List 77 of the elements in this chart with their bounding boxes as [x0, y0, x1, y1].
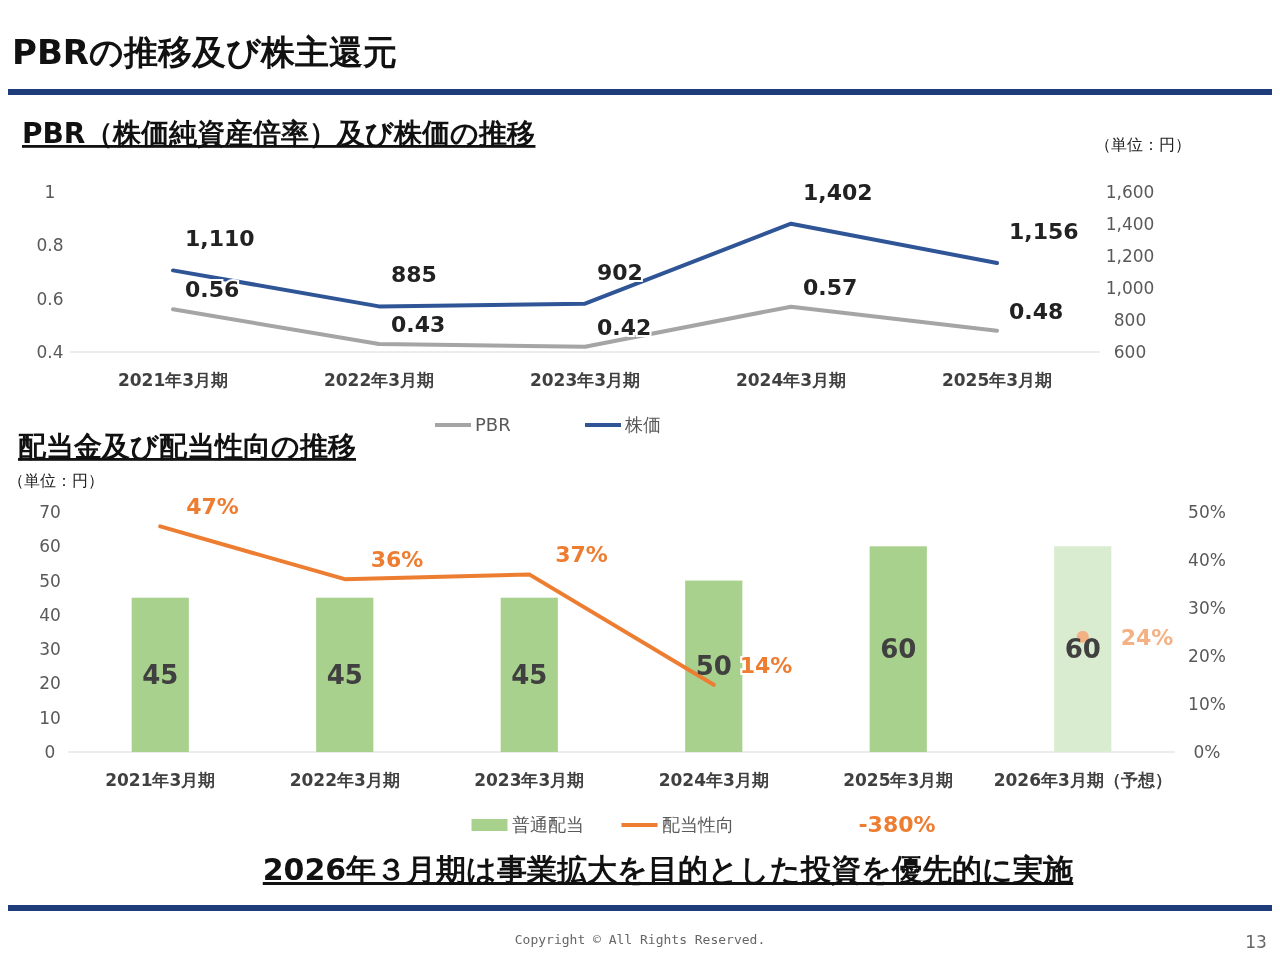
chart-title: 配当金及び配当性向の推移 [18, 430, 356, 463]
legend-label: 普通配当 [511, 814, 584, 835]
y2-tick-label: 1,600 [1105, 182, 1155, 202]
data-label: 60 [1064, 634, 1101, 665]
text: 13 [1245, 932, 1267, 952]
y-tick-label: 0 [44, 742, 56, 762]
y-tick-label: 70 [39, 502, 61, 522]
bar [316, 597, 374, 752]
data-label: 60 [880, 634, 917, 665]
data-label: 0.57 [803, 274, 858, 300]
data-label: 14% [739, 652, 793, 678]
data-label: 1,110 [185, 226, 255, 252]
text: PBRの推移及び株主還元 [12, 32, 398, 72]
y2-tick-label: 30% [1188, 598, 1226, 618]
x-tick-label: 2025年3月期 [843, 770, 954, 790]
data-label: 47% [186, 494, 239, 520]
x-tick-label: 2026年3月期（予想） [993, 770, 1172, 790]
text: -380% [858, 812, 936, 837]
text: Copyright © All Rights Reserved. [514, 932, 766, 947]
x-tick-label: 2022年3月期 [289, 770, 400, 790]
legend-label: 株価 [624, 414, 661, 435]
y2-tick-label: 20% [1188, 646, 1226, 666]
data-label: 45 [511, 659, 548, 690]
x-tick-label: 2021年3月期 [117, 370, 229, 390]
y-tick-label: 20 [39, 673, 61, 694]
data-label: 24% [1120, 624, 1174, 650]
y-tick-label: 0.6 [36, 288, 64, 309]
data-label: 36% [370, 547, 424, 573]
y-tick-label: 60 [39, 536, 61, 557]
bar [500, 597, 558, 752]
y2-tick-label: 50% [1188, 502, 1226, 522]
y2-tick-label: 600 [1113, 342, 1147, 362]
data-label: 50 [695, 651, 732, 682]
data-label: 902 [597, 259, 643, 285]
bar [1054, 546, 1112, 752]
chart-title: PBR（株価純資産倍率）及び株価の推移 [22, 117, 536, 150]
y-tick-label: 1 [44, 182, 56, 202]
bar [685, 580, 743, 752]
y2-tick-label: 800 [1113, 310, 1147, 330]
legend-label: PBR [475, 414, 511, 435]
x-tick-label: 2023年3月期 [529, 370, 641, 390]
y-tick-label: 50 [39, 570, 61, 591]
bar [869, 546, 927, 752]
y-tick-label: 10 [39, 707, 61, 728]
data-label: 0.48 [1009, 298, 1064, 324]
x-tick-label: 2024年3月期 [735, 370, 847, 390]
data-label: 1,156 [1009, 219, 1079, 245]
y2-tick-label: 1,000 [1105, 278, 1155, 298]
y2-tick-label: 0% [1193, 742, 1221, 762]
data-label: 0.56 [185, 277, 240, 303]
y-tick-label: 0.8 [36, 235, 64, 256]
bar [131, 597, 189, 752]
x-tick-label: 2022年3月期 [323, 370, 435, 390]
x-tick-label: 2023年3月期 [474, 770, 585, 790]
line-series [171, 304, 999, 349]
y-axis-title: （単位：円） [8, 471, 104, 490]
data-label: 885 [391, 262, 437, 288]
y2-tick-label: 1,400 [1105, 214, 1155, 234]
data-label: 45 [326, 659, 363, 690]
x-tick-label: 2021年3月期 [105, 770, 216, 790]
y2-tick-label: 40% [1188, 550, 1226, 570]
x-tick-label: 2025年3月期 [941, 370, 1053, 390]
x-tick-label: 2024年3月期 [658, 770, 769, 790]
data-label: 45 [142, 659, 179, 690]
line-series [171, 221, 999, 309]
y2-axis-title: （単位：円） [1095, 135, 1191, 154]
y-tick-label: 0.4 [36, 342, 64, 362]
data-label: 37% [555, 542, 608, 568]
data-label: 0.43 [391, 312, 446, 337]
y2-tick-label: 10% [1188, 694, 1226, 714]
data-label: 1,402 [803, 179, 873, 205]
y-tick-label: 30 [39, 639, 61, 660]
text: 2026年３月期は事業拡大を目的とした投資を優先的に実施 [262, 852, 1074, 887]
y2-tick-label: 1,200 [1105, 246, 1155, 266]
data-label: 0.42 [597, 314, 652, 340]
y-tick-label: 40 [39, 604, 61, 625]
legend-label: 配当性向 [661, 814, 734, 835]
